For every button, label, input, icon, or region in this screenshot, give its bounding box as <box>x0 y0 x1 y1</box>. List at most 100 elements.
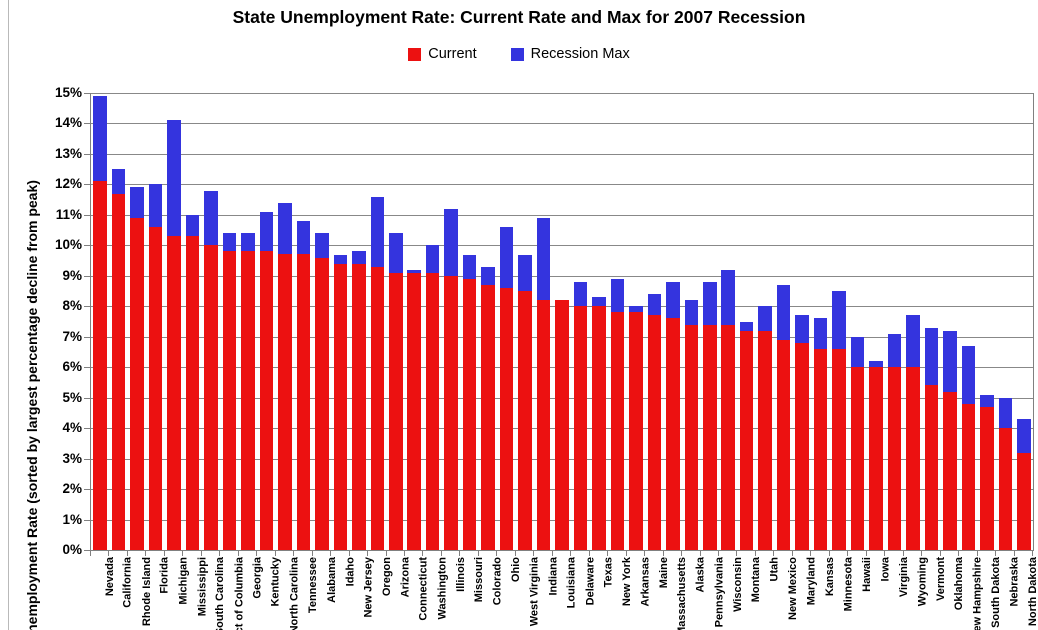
x-axis-state-label: Nebraska <box>1008 557 1021 607</box>
bar-current <box>536 300 551 550</box>
x-tick-mark <box>330 551 332 556</box>
x-axis-state-label: Wyoming <box>916 557 929 607</box>
bar-recession-max <box>370 196 385 267</box>
x-axis-state-label: Maryland <box>805 557 818 606</box>
bar-recession-max <box>481 266 495 285</box>
x-tick-mark <box>90 551 91 556</box>
x-tick-mark <box>551 551 553 556</box>
bar-current <box>333 263 348 550</box>
x-axis-state-label: Tennessee <box>306 557 319 614</box>
bar-current <box>204 245 218 550</box>
bar-recession-max <box>222 233 237 252</box>
y-tick-mark <box>84 275 90 277</box>
bar-current <box>610 312 625 550</box>
bar-recession-max <box>776 284 791 340</box>
x-axis-state-label: Mississippi <box>196 557 209 617</box>
bar-current <box>629 312 643 550</box>
bar-recession-max <box>130 187 144 218</box>
x-tick-mark <box>1013 551 1015 556</box>
x-axis-state-label: Washington <box>436 557 449 620</box>
x-tick-mark <box>976 551 978 556</box>
x-tick-mark <box>440 551 442 556</box>
bar-current <box>499 288 514 550</box>
bar-recession-max <box>980 394 994 407</box>
x-axis-state-label: New Mexico <box>787 557 800 620</box>
x-axis-state-label: Georgia <box>251 557 264 599</box>
bar-current <box>998 428 1013 550</box>
bar-current <box>555 300 569 550</box>
x-axis-state-label: California <box>122 557 135 608</box>
window-edge-line <box>8 0 9 630</box>
bar-current <box>924 385 939 550</box>
y-tick-mark <box>84 489 90 491</box>
bar-recession-max <box>315 233 329 258</box>
x-tick-mark <box>126 551 128 556</box>
bar-recession-max <box>148 184 163 228</box>
y-tick-label: 0% <box>62 542 82 557</box>
gridline <box>91 214 1033 216</box>
x-axis-state-label: Connecticut <box>417 557 430 621</box>
bar-recession-max <box>887 333 902 368</box>
legend: Current Recession Max <box>0 44 1038 64</box>
x-tick-mark <box>459 551 461 556</box>
bar-current <box>425 272 440 550</box>
x-tick-mark <box>884 551 886 556</box>
y-tick-label: 13% <box>54 145 82 161</box>
bar-current <box>980 406 994 550</box>
bar-current <box>943 391 957 550</box>
bar-current <box>703 324 717 550</box>
bar-recession-max <box>167 120 181 237</box>
bar-recession-max <box>333 254 348 264</box>
x-axis-state-label: North Dakota <box>1027 557 1038 627</box>
bar-recession-max <box>259 211 274 252</box>
bar-recession-max <box>93 96 107 182</box>
x-tick-mark <box>736 551 738 556</box>
bar-current <box>407 272 421 550</box>
bar-current <box>666 318 680 550</box>
x-axis-state-label: Illinois <box>454 557 467 592</box>
y-tick-mark <box>84 550 90 551</box>
legend-label-current: Current <box>428 46 477 62</box>
y-tick-mark <box>84 336 90 338</box>
x-tick-mark <box>625 551 627 556</box>
x-axis-state-label: North Carolina <box>288 557 301 630</box>
bar-recession-max <box>758 306 772 331</box>
bar-current <box>739 330 754 550</box>
x-tick-mark <box>773 551 775 556</box>
x-axis-state-label: Nevada <box>103 557 116 597</box>
bar-current <box>758 330 772 550</box>
bar-current <box>961 403 976 550</box>
bar-current <box>573 306 588 550</box>
x-axis-state-label: Idaho <box>343 557 356 587</box>
x-axis-state-label: New Jersey <box>362 557 375 618</box>
bar-recession-max <box>739 321 754 331</box>
bar-recession-max <box>518 254 532 292</box>
bar-current <box>813 348 828 550</box>
bar-current <box>148 227 163 550</box>
x-axis-state-label: New York <box>620 557 633 607</box>
x-tick-mark <box>699 551 701 556</box>
bar-current <box>684 324 699 550</box>
y-tick-mark <box>84 184 90 186</box>
y-tick-mark <box>84 214 90 216</box>
x-axis-state-label: Rhode Island <box>140 557 153 627</box>
x-tick-mark <box>995 551 997 556</box>
bar-recession-max <box>425 245 440 273</box>
x-axis-state-label: Alabama <box>325 557 338 603</box>
x-axis-state-label: Alaska <box>694 557 707 593</box>
bar-recession-max <box>850 336 865 368</box>
x-axis-state-label: Kentucky <box>269 557 282 607</box>
x-axis-state-label: Montana <box>750 557 763 603</box>
bar-recession-max <box>407 269 421 273</box>
bar-recession-max <box>389 233 403 273</box>
x-tick-mark <box>108 551 110 556</box>
bar-current <box>887 367 902 550</box>
bar-current <box>222 251 237 550</box>
x-axis-state-label: Massachusetts <box>676 557 689 630</box>
y-tick-mark <box>84 458 90 460</box>
bar-current <box>776 339 791 550</box>
x-axis-state-label: Oregon <box>380 557 393 597</box>
y-tick-mark <box>84 123 90 125</box>
x-axis-state-label: Missouri <box>473 557 486 603</box>
bar-recession-max <box>278 202 292 255</box>
